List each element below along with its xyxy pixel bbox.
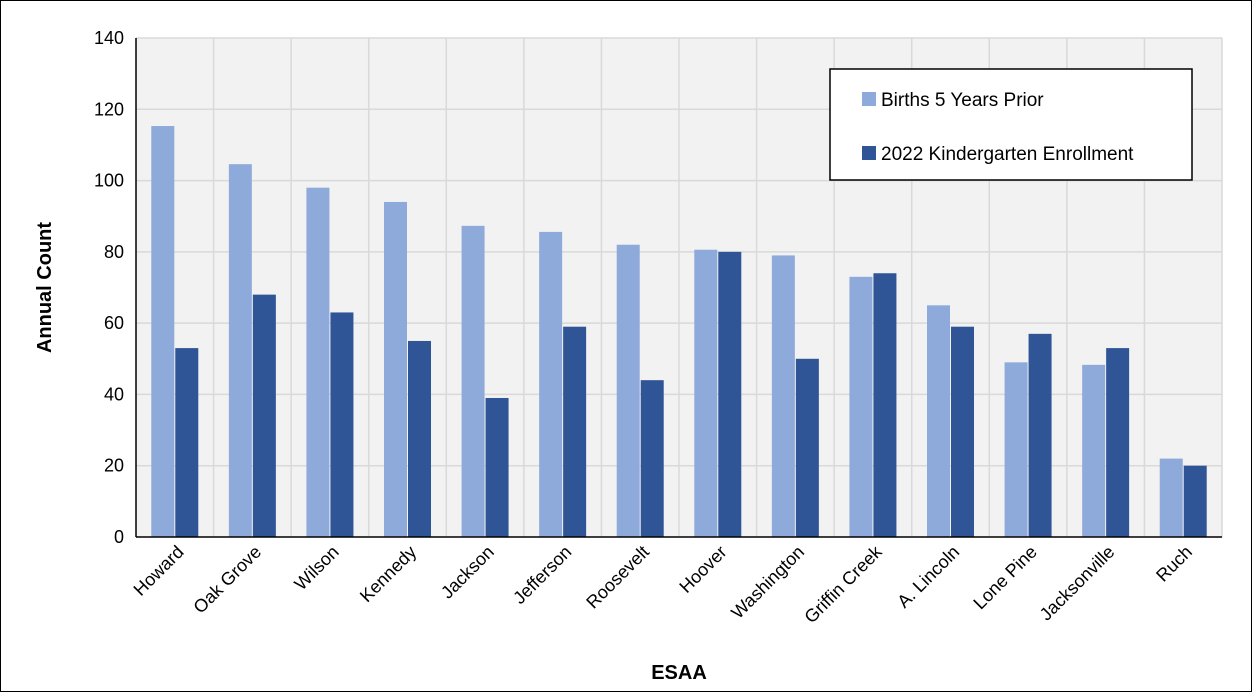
bar-births-hoover — [694, 249, 718, 537]
bar-births-ruch — [1159, 458, 1183, 537]
bar-births-griffin-creek — [849, 276, 873, 537]
legend-label-births: Births 5 Years Prior — [881, 90, 1044, 111]
bar-births-a-lincoln — [927, 305, 950, 537]
x-tick-label: Jefferson — [509, 542, 575, 608]
bar-births-jacksonville — [1082, 364, 1106, 537]
bars — [151, 126, 1207, 538]
bar-births-lone-pine — [1004, 362, 1028, 537]
legend-label-enrollment: 2022 Kindergarten Enrollment — [881, 144, 1134, 165]
bar-births-jefferson — [539, 231, 563, 537]
bar-births-oak-grove — [228, 164, 252, 537]
bar-enrollment-jackson — [485, 397, 509, 537]
x-tick-label: Kennedy — [356, 542, 420, 606]
bar-births-kennedy — [384, 201, 407, 537]
x-tick-label: Washington — [727, 542, 808, 623]
y-tick-label: 120 — [94, 99, 124, 119]
bar-enrollment-jacksonville — [1106, 348, 1130, 537]
bar-enrollment-ruch — [1183, 465, 1207, 537]
y-tick-label: 100 — [94, 171, 124, 191]
x-tick-label: Jacksonville — [1036, 542, 1119, 625]
x-tick-label: Griffin Creek — [800, 541, 886, 627]
y-axis-title: Annual Count — [34, 222, 56, 353]
bar-enrollment-lone-pine — [1028, 333, 1052, 537]
y-tick-labels: 0 20 40 60 80 100 120 140 — [94, 28, 124, 547]
y-tick-label: 0 — [114, 527, 124, 547]
x-tick-label: Howard — [130, 542, 188, 600]
bar-enrollment-a-lincoln — [951, 326, 974, 537]
x-tick-label: Hoover — [675, 542, 730, 597]
bar-births-wilson — [306, 187, 330, 537]
x-tick-label: Lone Pine — [969, 542, 1040, 613]
x-tick-label: Oak Grove — [190, 542, 266, 618]
bar-enrollment-griffin-creek — [873, 273, 897, 537]
axes — [135, 38, 1222, 538]
x-tick-labels: Howard Oak Grove Wilson Kennedy Jackson Jeffe… — [130, 541, 1196, 627]
x-axis-title: ESAA — [651, 662, 707, 684]
y-tick-label: 40 — [104, 384, 124, 404]
legend-swatch-births — [862, 92, 876, 106]
x-tick-label: Wilson — [290, 542, 342, 594]
x-tick-label: A. Lincoln — [893, 542, 963, 612]
x-tick-label: Roosevelt — [582, 542, 653, 613]
y-tick-label: 140 — [94, 28, 124, 48]
legend-box — [829, 68, 1193, 181]
bar-births-washington — [771, 255, 795, 537]
legend: Births 5 Years Prior 2022 Kindergarten E… — [829, 68, 1193, 181]
bar-births-howard — [151, 126, 175, 538]
bar-births-roosevelt — [616, 244, 640, 537]
bar-enrollment-washington — [795, 358, 819, 537]
x-tick-label: Ruch — [1152, 542, 1196, 586]
bar-enrollment-oak-grove — [252, 294, 276, 537]
x-tick-label: Jackson — [437, 542, 498, 603]
bar-births-jackson — [461, 225, 485, 537]
bar-enrollment-wilson — [330, 312, 354, 537]
bar-enrollment-hoover — [718, 251, 742, 537]
bar-enrollment-kennedy — [408, 340, 431, 537]
bar-enrollment-jefferson — [563, 326, 587, 537]
y-tick-label: 60 — [104, 313, 124, 333]
bar-enrollment-howard — [175, 348, 199, 537]
y-tick-label: 80 — [104, 242, 124, 262]
y-tick-label: 20 — [104, 456, 124, 476]
legend-swatch-enrollment — [862, 146, 876, 160]
bar-enrollment-roosevelt — [640, 380, 664, 537]
